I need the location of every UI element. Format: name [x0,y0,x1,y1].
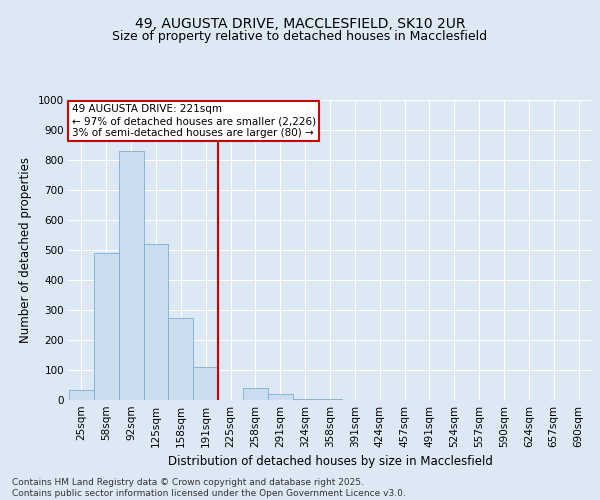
Bar [193,367,218,400]
Bar [268,394,293,400]
Text: Contains HM Land Registry data © Crown copyright and database right 2025.
Contai: Contains HM Land Registry data © Crown c… [12,478,406,498]
Bar [317,399,343,400]
Bar [69,390,94,400]
Bar [293,398,317,400]
Bar [243,388,268,400]
Bar [169,318,193,400]
Bar [94,253,119,400]
Bar [143,244,169,400]
Text: 49, AUGUSTA DRIVE, MACCLESFIELD, SK10 2UR: 49, AUGUSTA DRIVE, MACCLESFIELD, SK10 2U… [135,18,465,32]
X-axis label: Distribution of detached houses by size in Macclesfield: Distribution of detached houses by size … [167,456,493,468]
Y-axis label: Number of detached properties: Number of detached properties [19,157,32,343]
Bar [119,151,143,400]
Text: 49 AUGUSTA DRIVE: 221sqm
← 97% of detached houses are smaller (2,226)
3% of semi: 49 AUGUSTA DRIVE: 221sqm ← 97% of detach… [71,104,316,138]
Text: Size of property relative to detached houses in Macclesfield: Size of property relative to detached ho… [112,30,488,43]
